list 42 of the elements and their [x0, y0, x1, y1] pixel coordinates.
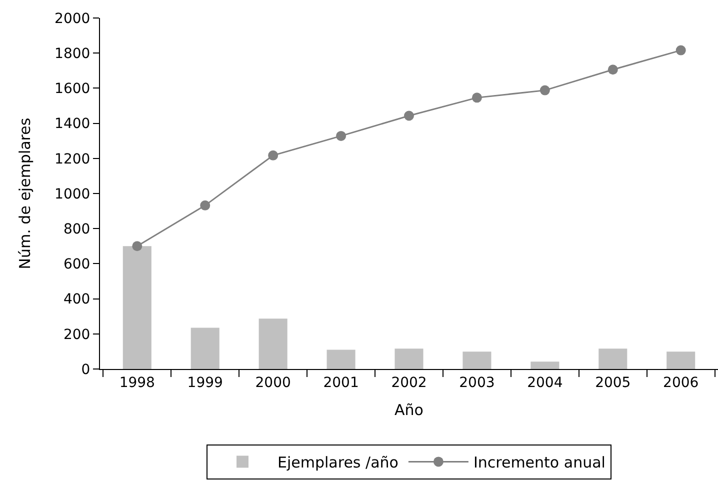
- y-tick-label: 200: [63, 326, 90, 343]
- x-tick-label: 1998: [119, 374, 155, 391]
- y-tick-label: 400: [63, 292, 90, 308]
- bar: [190, 328, 220, 369]
- y-tick-label: 0: [81, 362, 90, 378]
- bar: [666, 352, 696, 369]
- bar: [598, 348, 628, 369]
- point: [268, 150, 278, 160]
- point: [404, 110, 414, 121]
- legend-label: Incremento anual: [473, 454, 606, 472]
- y-tick-label: 600: [63, 256, 90, 273]
- x-tick-label: 1999: [187, 374, 223, 391]
- point: [608, 64, 618, 75]
- y-axis-title: Núm. de ejemplares: [16, 118, 34, 270]
- x-tick-label: 2003: [459, 374, 495, 391]
- point: [676, 45, 686, 56]
- point: [540, 85, 550, 96]
- y-tick-label: 800: [63, 222, 90, 238]
- x-tick-label: 2000: [255, 374, 291, 391]
- x-tick-label: 2002: [391, 374, 427, 391]
- x-tick-label: 2001: [323, 374, 359, 391]
- y-tick-label: 1600: [54, 81, 90, 98]
- legend-label: Ejemplares /año: [278, 454, 398, 472]
- point: [472, 92, 482, 103]
- bar: [258, 318, 288, 369]
- y-tick-label: 1800: [54, 46, 90, 62]
- x-axis-title: Año: [394, 400, 424, 419]
- bar: [122, 246, 152, 369]
- bar: [462, 352, 492, 369]
- x-tick-label: 2006: [663, 374, 699, 391]
- y-tick-label: 1000: [54, 186, 90, 202]
- x-tick-label: 2004: [527, 374, 563, 391]
- point: [132, 241, 142, 252]
- y-tick-label: 1400: [54, 116, 90, 132]
- y-tick-label: 2000: [54, 10, 90, 27]
- bar: [326, 350, 356, 369]
- point: [336, 130, 346, 141]
- x-tick-label: 2005: [595, 374, 631, 391]
- bar: [530, 362, 560, 369]
- bar: [394, 348, 424, 369]
- y-tick-label: 1200: [54, 151, 90, 168]
- point: [200, 200, 210, 210]
